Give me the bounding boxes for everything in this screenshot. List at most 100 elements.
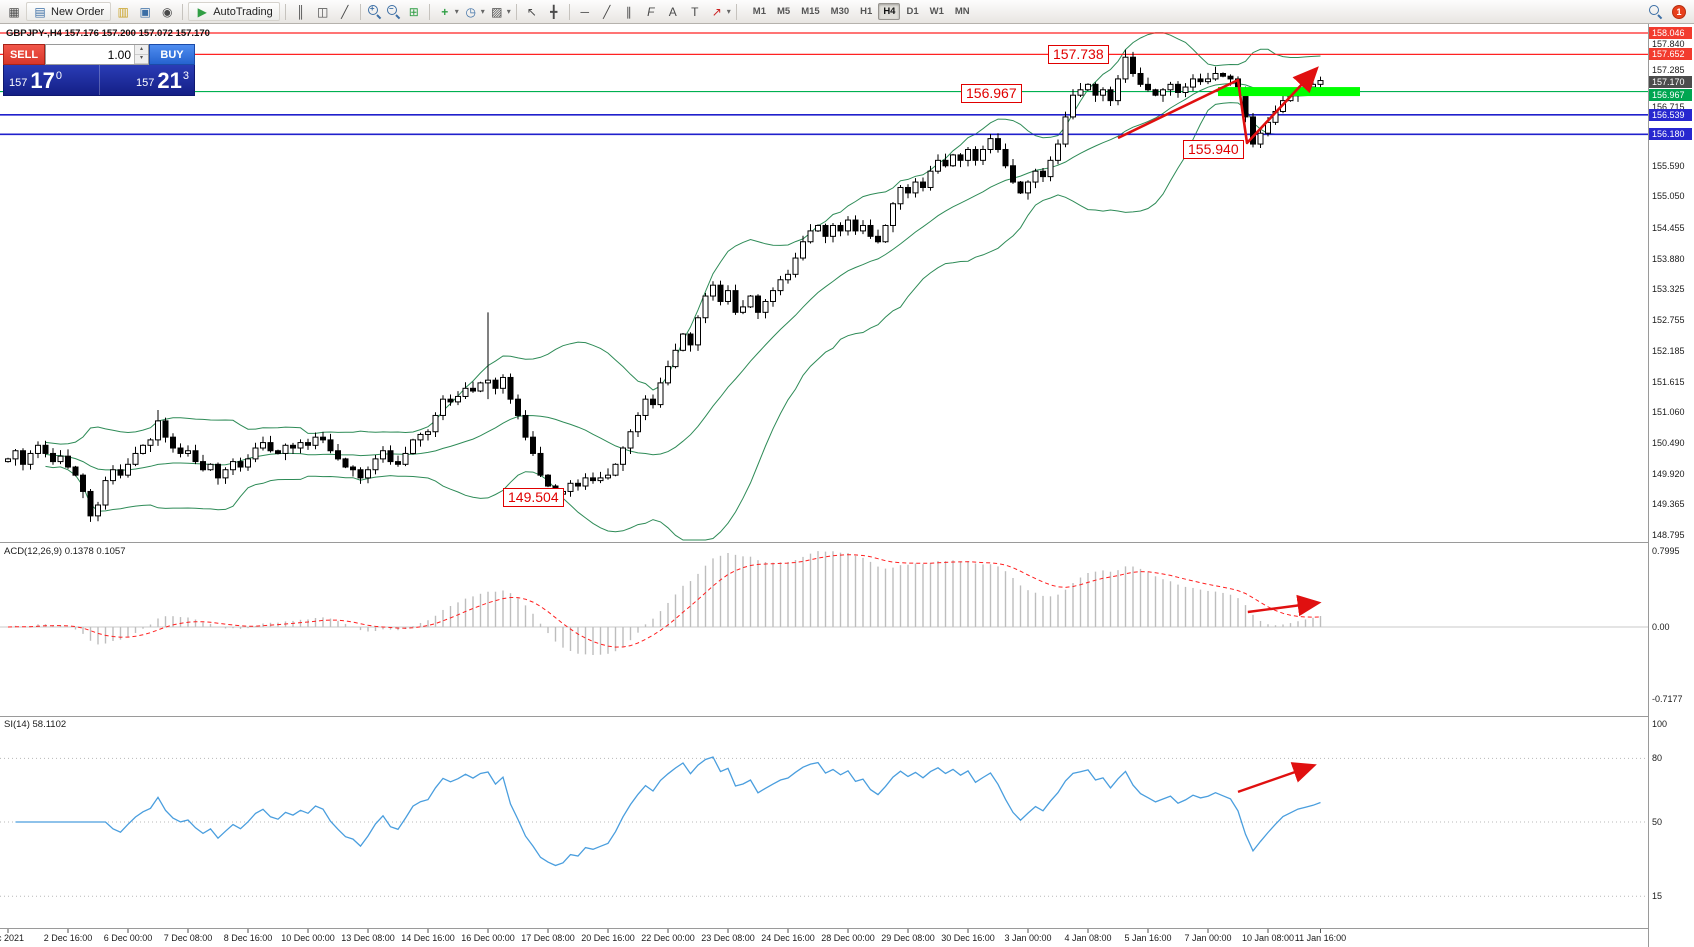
price-tick-158.046: 158.046 — [1649, 27, 1692, 39]
time-axis[interactable]: ec 2021 2 Dec 16:00 6 Dec 00:00 7 Dec 08:00… — [0, 929, 1649, 947]
timeframe-h1[interactable]: H1 — [855, 3, 877, 20]
toolbar-separator — [428, 3, 430, 20]
navigator-icon[interactable]: ◉ — [161, 4, 173, 19]
price-tick-148.795: 148.795 — [1652, 530, 1685, 540]
price-callout-155.940[interactable]: 155.940 — [1183, 140, 1244, 159]
trend-arrow-macd[interactable] — [1247, 594, 1322, 617]
search-icon[interactable] — [1647, 3, 1664, 20]
bollinger-middle-band[interactable] — [45, 82, 1321, 471]
shapes-caret-icon[interactable]: ▾ — [726, 7, 731, 16]
time-label: 22 Dec 00:00 — [641, 933, 695, 943]
timeframe-d1[interactable]: D1 — [901, 3, 923, 20]
text-icon[interactable]: A — [668, 4, 677, 19]
volume-spinner: ▴ ▾ — [134, 45, 148, 64]
shapes-icon[interactable]: ↗ — [711, 4, 722, 19]
data-window-icon[interactable]: ▣ — [139, 4, 151, 19]
candlestick-series[interactable] — [5, 49, 1324, 522]
support-zone-rectangle[interactable] — [1218, 87, 1360, 97]
sell-price-point: 0 — [55, 70, 62, 82]
timeframe-m1[interactable]: M1 — [748, 3, 771, 20]
channel-icon[interactable]: ∥ — [625, 4, 632, 19]
toolbar-separator — [515, 3, 517, 20]
macd-histogram[interactable] — [8, 551, 1322, 655]
price-callout-156.967[interactable]: 156.967 — [961, 84, 1022, 103]
time-label: ec 2021 — [0, 933, 25, 943]
trend-arrow-price[interactable] — [1117, 66, 1319, 145]
timeframe-m15[interactable]: M15 — [796, 3, 824, 20]
symbol-info: GBPJPY-,H4 157.176 157.200 157.072 157.1… — [6, 28, 210, 39]
price-tick-157.652: 157.652 — [1649, 48, 1692, 60]
market-watch-icon[interactable]: ▥ — [117, 4, 129, 19]
autotrading-label: AutoTrading — [213, 5, 273, 18]
zoom-out-sign: − — [388, 4, 394, 13]
templates-caret-icon[interactable]: ▾ — [506, 7, 511, 16]
price-tick-149.365: 149.365 — [1652, 499, 1685, 509]
price-axis[interactable]: 158.046 157.840 157.652 157.285 157.170 156.9… — [1649, 0, 1694, 947]
bar-chart-icon[interactable]: ║ — [296, 4, 305, 19]
rsi-label: SI(14) 58.1102 — [4, 719, 67, 730]
sell-button[interactable]: SELL — [3, 44, 45, 65]
timeframe-toolbar: M1 M5 M15 M30 H1 H4 D1 W1 MN — [748, 3, 975, 20]
buy-button[interactable]: BUY — [149, 44, 195, 65]
rsi-line[interactable] — [15, 756, 1321, 867]
time-label: 30 Dec 16:00 — [941, 933, 995, 943]
rsi-scale-100: 100 — [1652, 719, 1668, 729]
buy-price-pips: 21 — [157, 68, 182, 93]
sell-quote[interactable]: 157 17 0 — [4, 65, 99, 95]
notification-badge[interactable]: 1 — [1672, 4, 1686, 19]
cursor-icon[interactable]: ↖ — [526, 4, 537, 19]
timeframe-m5[interactable]: M5 — [772, 3, 795, 20]
time-label: 16 Dec 00:00 — [461, 933, 515, 943]
trendline-icon[interactable]: ╱ — [603, 4, 611, 19]
zoom-out-icon[interactable]: − — [385, 3, 402, 20]
toolbar: ▦ ▤ New Order ▥ ▣ ◉ ▶ AutoTrading ║ ◫ ╱ … — [0, 0, 1694, 24]
zoom-in-icon[interactable]: + — [366, 3, 383, 20]
volume-up-icon[interactable]: ▴ — [135, 45, 148, 55]
price-tick-153.880: 153.880 — [1652, 254, 1685, 264]
price-callout-157.738[interactable]: 157.738 — [1048, 45, 1109, 64]
periods-icon[interactable]: ◷ — [465, 4, 476, 19]
macd-scale-0.7995: 0.7995 — [1652, 546, 1680, 556]
macd-signal-line[interactable] — [7, 554, 1321, 648]
toolbar-separator — [284, 3, 286, 20]
fibonacci-icon[interactable]: F — [647, 4, 655, 19]
timeframe-mn[interactable]: MN — [950, 3, 975, 20]
volume-box: ▴ ▾ — [45, 44, 149, 65]
autotrading-icon: ▶ — [197, 4, 207, 19]
time-label: 14 Dec 16:00 — [401, 933, 455, 943]
volume-input[interactable] — [46, 45, 134, 64]
time-label: 20 Dec 16:00 — [581, 933, 635, 943]
new-order-button[interactable]: ▤ New Order — [26, 2, 112, 21]
text-label-icon[interactable]: T — [691, 4, 699, 19]
periods-caret-icon[interactable]: ▾ — [480, 7, 485, 16]
price-tick-150.490: 150.490 — [1652, 438, 1685, 448]
bollinger-lower-band[interactable] — [45, 102, 1321, 541]
time-label: 28 Dec 00:00 — [821, 933, 875, 943]
candlestick-chart-icon[interactable]: ◫ — [317, 4, 329, 19]
bollinger-upper-band[interactable] — [45, 32, 1321, 445]
indicators-caret-icon[interactable]: ▾ — [454, 7, 459, 16]
timeframe-w1[interactable]: W1 — [925, 3, 949, 20]
price-callout-149.504[interactable]: 149.504 — [503, 488, 564, 507]
price-tick-157.285: 157.285 — [1652, 65, 1685, 75]
new-chart-icon[interactable]: ▦ — [8, 4, 20, 19]
time-label: 24 Dec 16:00 — [761, 933, 815, 943]
crosshair-icon[interactable]: ╋ — [550, 4, 558, 19]
templates-icon[interactable]: ▨ — [491, 4, 503, 19]
line-chart-icon[interactable]: ╱ — [341, 4, 349, 19]
timeframe-m30[interactable]: M30 — [826, 3, 854, 20]
autotrading-button[interactable]: ▶ AutoTrading — [188, 2, 280, 21]
buy-quote[interactable]: 157 21 3 — [98, 65, 195, 95]
price-tick-155.590: 155.590 — [1652, 161, 1685, 171]
toolbar-separator — [182, 3, 184, 20]
tile-windows-icon[interactable]: ⊞ — [408, 4, 419, 19]
price-tick-151.060: 151.060 — [1652, 407, 1685, 417]
indicators-icon[interactable]: + — [441, 4, 449, 19]
volume-down-icon[interactable]: ▾ — [135, 54, 148, 64]
timeframe-h4[interactable]: H4 — [878, 3, 901, 20]
trend-arrow-rsi[interactable] — [1237, 762, 1317, 794]
horizontal-line-icon[interactable]: ─ — [580, 4, 590, 19]
time-label: 7 Jan 00:00 — [1184, 933, 1232, 943]
